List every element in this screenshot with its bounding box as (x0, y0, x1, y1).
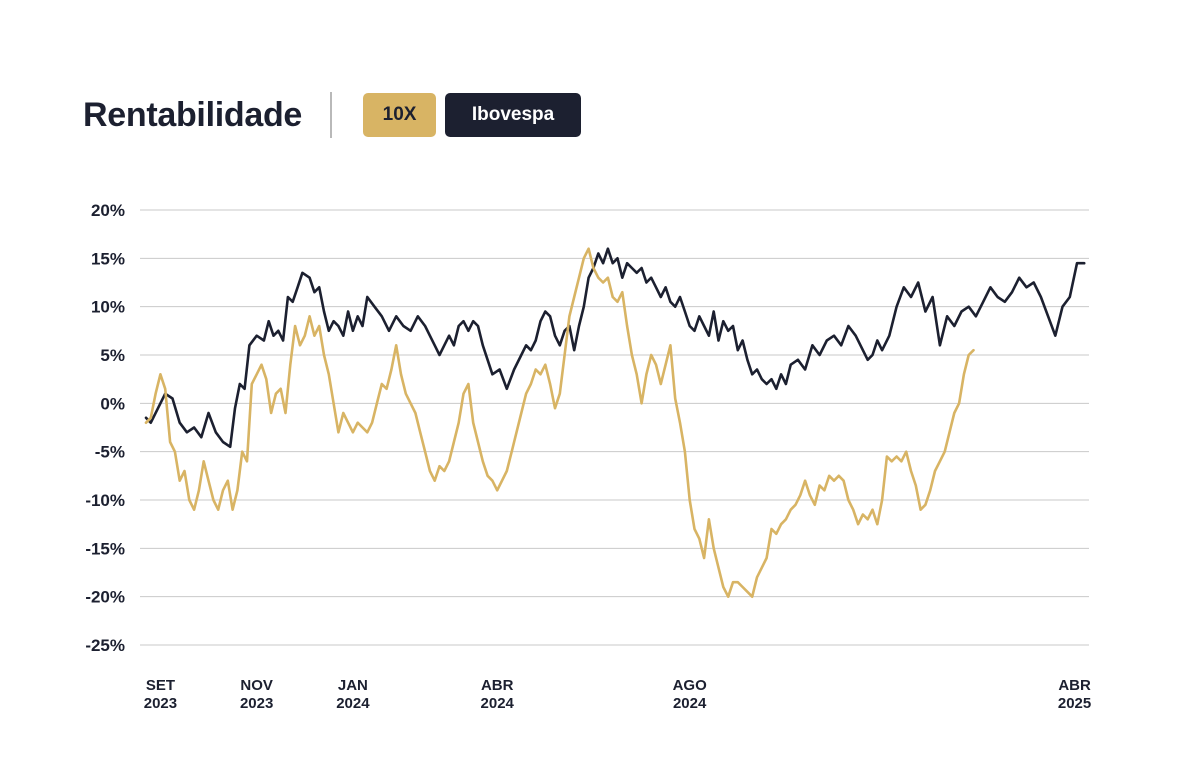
y-tick-label: -10% (85, 491, 125, 510)
y-tick-label: -20% (85, 588, 125, 607)
x-tick-label: NOV 2023 (240, 677, 273, 712)
y-tick-label: 10% (91, 298, 125, 317)
y-tick-label: 20% (91, 201, 125, 220)
y-tick-label: -5% (95, 443, 125, 462)
y-tick-label: -15% (85, 539, 125, 558)
y-tick-label: 0% (100, 394, 125, 413)
x-tick-label: AGO 2024 (673, 677, 708, 712)
y-tick-label: 5% (100, 346, 125, 365)
x-tick-label: ABR 2025 (1058, 677, 1091, 712)
chart-gridlines (140, 209, 1089, 646)
page-title: Rentabilidade (83, 95, 303, 134)
y-tick-label: 15% (91, 249, 125, 268)
x-tick-label: JAN 2024 (336, 677, 370, 712)
y-tick-label: -25% (85, 636, 125, 655)
chart-series (144, 247, 1086, 598)
toggle-ibovespa-button[interactable]: Ibovespa (445, 93, 582, 137)
y-axis: 20% 15% 10% 5% 0% -5% -10% -15% -20% -25% (85, 201, 125, 655)
series-line-10x (144, 247, 975, 598)
header-divider (330, 92, 333, 138)
chart-header: Rentabilidade 10X Ibovespa (83, 92, 582, 138)
x-tick-label: ABR 2024 (481, 677, 515, 712)
toggle-10x-button[interactable]: 10X (363, 93, 437, 137)
x-axis: SET 2023 NOV 2023 JAN 2024 ABR 2024 AGO 2024 ABR 20… (144, 677, 1092, 712)
x-tick-label: SET 2023 (144, 677, 177, 712)
series-line-ibovespa (144, 247, 1086, 449)
